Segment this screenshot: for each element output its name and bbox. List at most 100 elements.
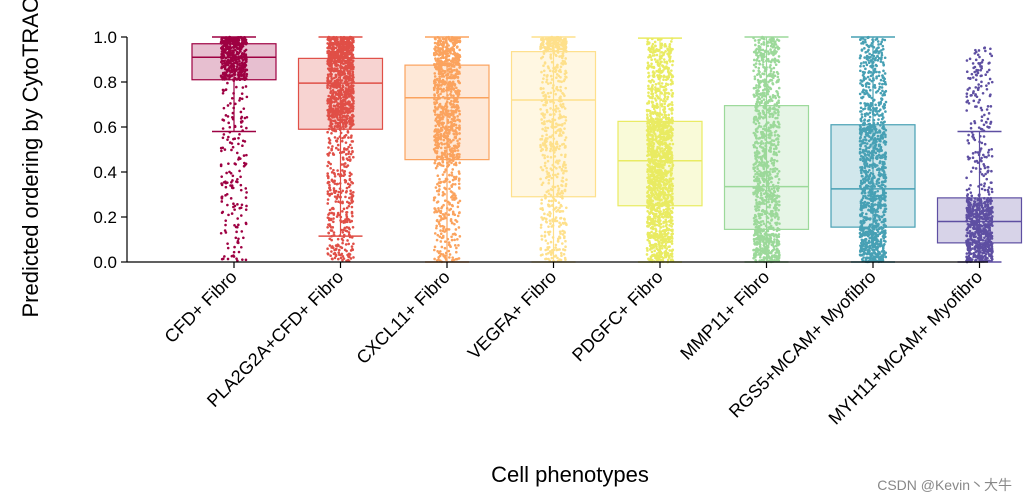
data-point bbox=[235, 151, 239, 155]
data-point bbox=[440, 217, 444, 221]
data-point bbox=[646, 133, 649, 136]
data-point bbox=[450, 105, 454, 109]
data-point bbox=[558, 109, 561, 113]
data-point bbox=[553, 155, 557, 158]
data-point bbox=[327, 60, 331, 63]
data-point bbox=[647, 236, 651, 240]
data-point bbox=[341, 50, 345, 54]
data-point bbox=[449, 60, 453, 63]
box-group bbox=[191, 35, 277, 262]
data-point bbox=[326, 114, 330, 117]
data-point bbox=[347, 85, 351, 89]
data-point bbox=[543, 73, 546, 77]
data-point bbox=[326, 152, 329, 156]
data-point bbox=[342, 73, 345, 76]
data-point bbox=[452, 103, 456, 107]
data-point bbox=[443, 96, 447, 100]
data-point bbox=[549, 149, 552, 153]
data-point bbox=[447, 249, 451, 253]
data-point bbox=[654, 99, 658, 102]
data-point bbox=[565, 169, 568, 173]
data-point bbox=[652, 111, 656, 115]
data-point bbox=[546, 230, 550, 234]
data-point bbox=[563, 43, 567, 47]
data-point bbox=[333, 195, 337, 198]
data-point bbox=[647, 143, 651, 146]
data-point bbox=[438, 250, 442, 253]
data-point bbox=[454, 218, 457, 222]
data-point bbox=[221, 76, 224, 80]
data-point bbox=[326, 46, 329, 50]
data-point bbox=[437, 93, 440, 97]
data-point bbox=[336, 182, 339, 186]
data-point bbox=[652, 215, 656, 218]
data-point bbox=[456, 153, 459, 156]
data-point bbox=[335, 92, 339, 95]
data-point bbox=[336, 193, 340, 197]
data-point bbox=[237, 38, 240, 41]
data-point bbox=[664, 255, 668, 259]
data-point bbox=[447, 54, 451, 58]
data-point bbox=[224, 231, 228, 234]
data-point bbox=[541, 127, 544, 131]
data-point bbox=[456, 75, 460, 79]
data-point bbox=[652, 75, 655, 79]
data-point bbox=[222, 257, 225, 261]
data-point bbox=[549, 240, 553, 244]
data-point bbox=[664, 49, 667, 53]
data-point bbox=[554, 92, 557, 96]
data-point bbox=[237, 56, 241, 59]
data-point bbox=[229, 71, 232, 74]
data-point bbox=[329, 95, 333, 98]
data-point bbox=[661, 180, 665, 184]
data-point bbox=[347, 78, 351, 81]
data-point bbox=[341, 121, 345, 125]
data-point bbox=[337, 190, 341, 194]
data-point bbox=[239, 214, 243, 217]
data-point bbox=[671, 142, 675, 146]
data-point bbox=[660, 255, 663, 259]
data-point bbox=[240, 40, 244, 44]
data-point bbox=[331, 77, 334, 80]
data-point bbox=[670, 166, 674, 170]
data-point bbox=[437, 258, 440, 261]
data-point bbox=[332, 180, 335, 184]
data-point bbox=[653, 155, 656, 159]
data-point bbox=[450, 161, 453, 165]
data-point bbox=[559, 258, 563, 262]
data-point bbox=[554, 125, 558, 128]
data-point bbox=[342, 95, 346, 98]
data-point bbox=[235, 67, 238, 71]
data-point bbox=[449, 120, 453, 124]
data-point bbox=[545, 166, 548, 170]
data-point bbox=[553, 255, 557, 258]
data-point bbox=[660, 70, 664, 74]
data-point bbox=[649, 142, 653, 146]
data-point bbox=[434, 209, 438, 212]
data-point bbox=[341, 125, 345, 129]
data-point bbox=[440, 141, 443, 145]
data-point bbox=[230, 68, 233, 71]
data-point bbox=[450, 111, 454, 115]
data-point bbox=[438, 72, 442, 76]
data-point bbox=[326, 216, 330, 219]
data-point bbox=[443, 126, 447, 130]
data-point bbox=[244, 48, 248, 52]
data-point bbox=[334, 64, 337, 67]
box-group bbox=[617, 37, 703, 264]
data-point bbox=[543, 235, 547, 238]
data-point bbox=[238, 70, 242, 74]
data-point bbox=[331, 89, 335, 92]
data-point bbox=[332, 212, 336, 215]
data-point bbox=[434, 137, 438, 141]
data-point bbox=[651, 71, 655, 74]
data-point bbox=[350, 180, 353, 184]
data-point bbox=[668, 249, 671, 252]
data-point bbox=[653, 121, 657, 125]
data-point bbox=[668, 151, 672, 154]
data-point bbox=[436, 91, 439, 94]
data-point bbox=[667, 116, 671, 120]
data-point bbox=[345, 249, 348, 253]
data-point bbox=[335, 96, 338, 100]
data-point bbox=[234, 48, 237, 52]
